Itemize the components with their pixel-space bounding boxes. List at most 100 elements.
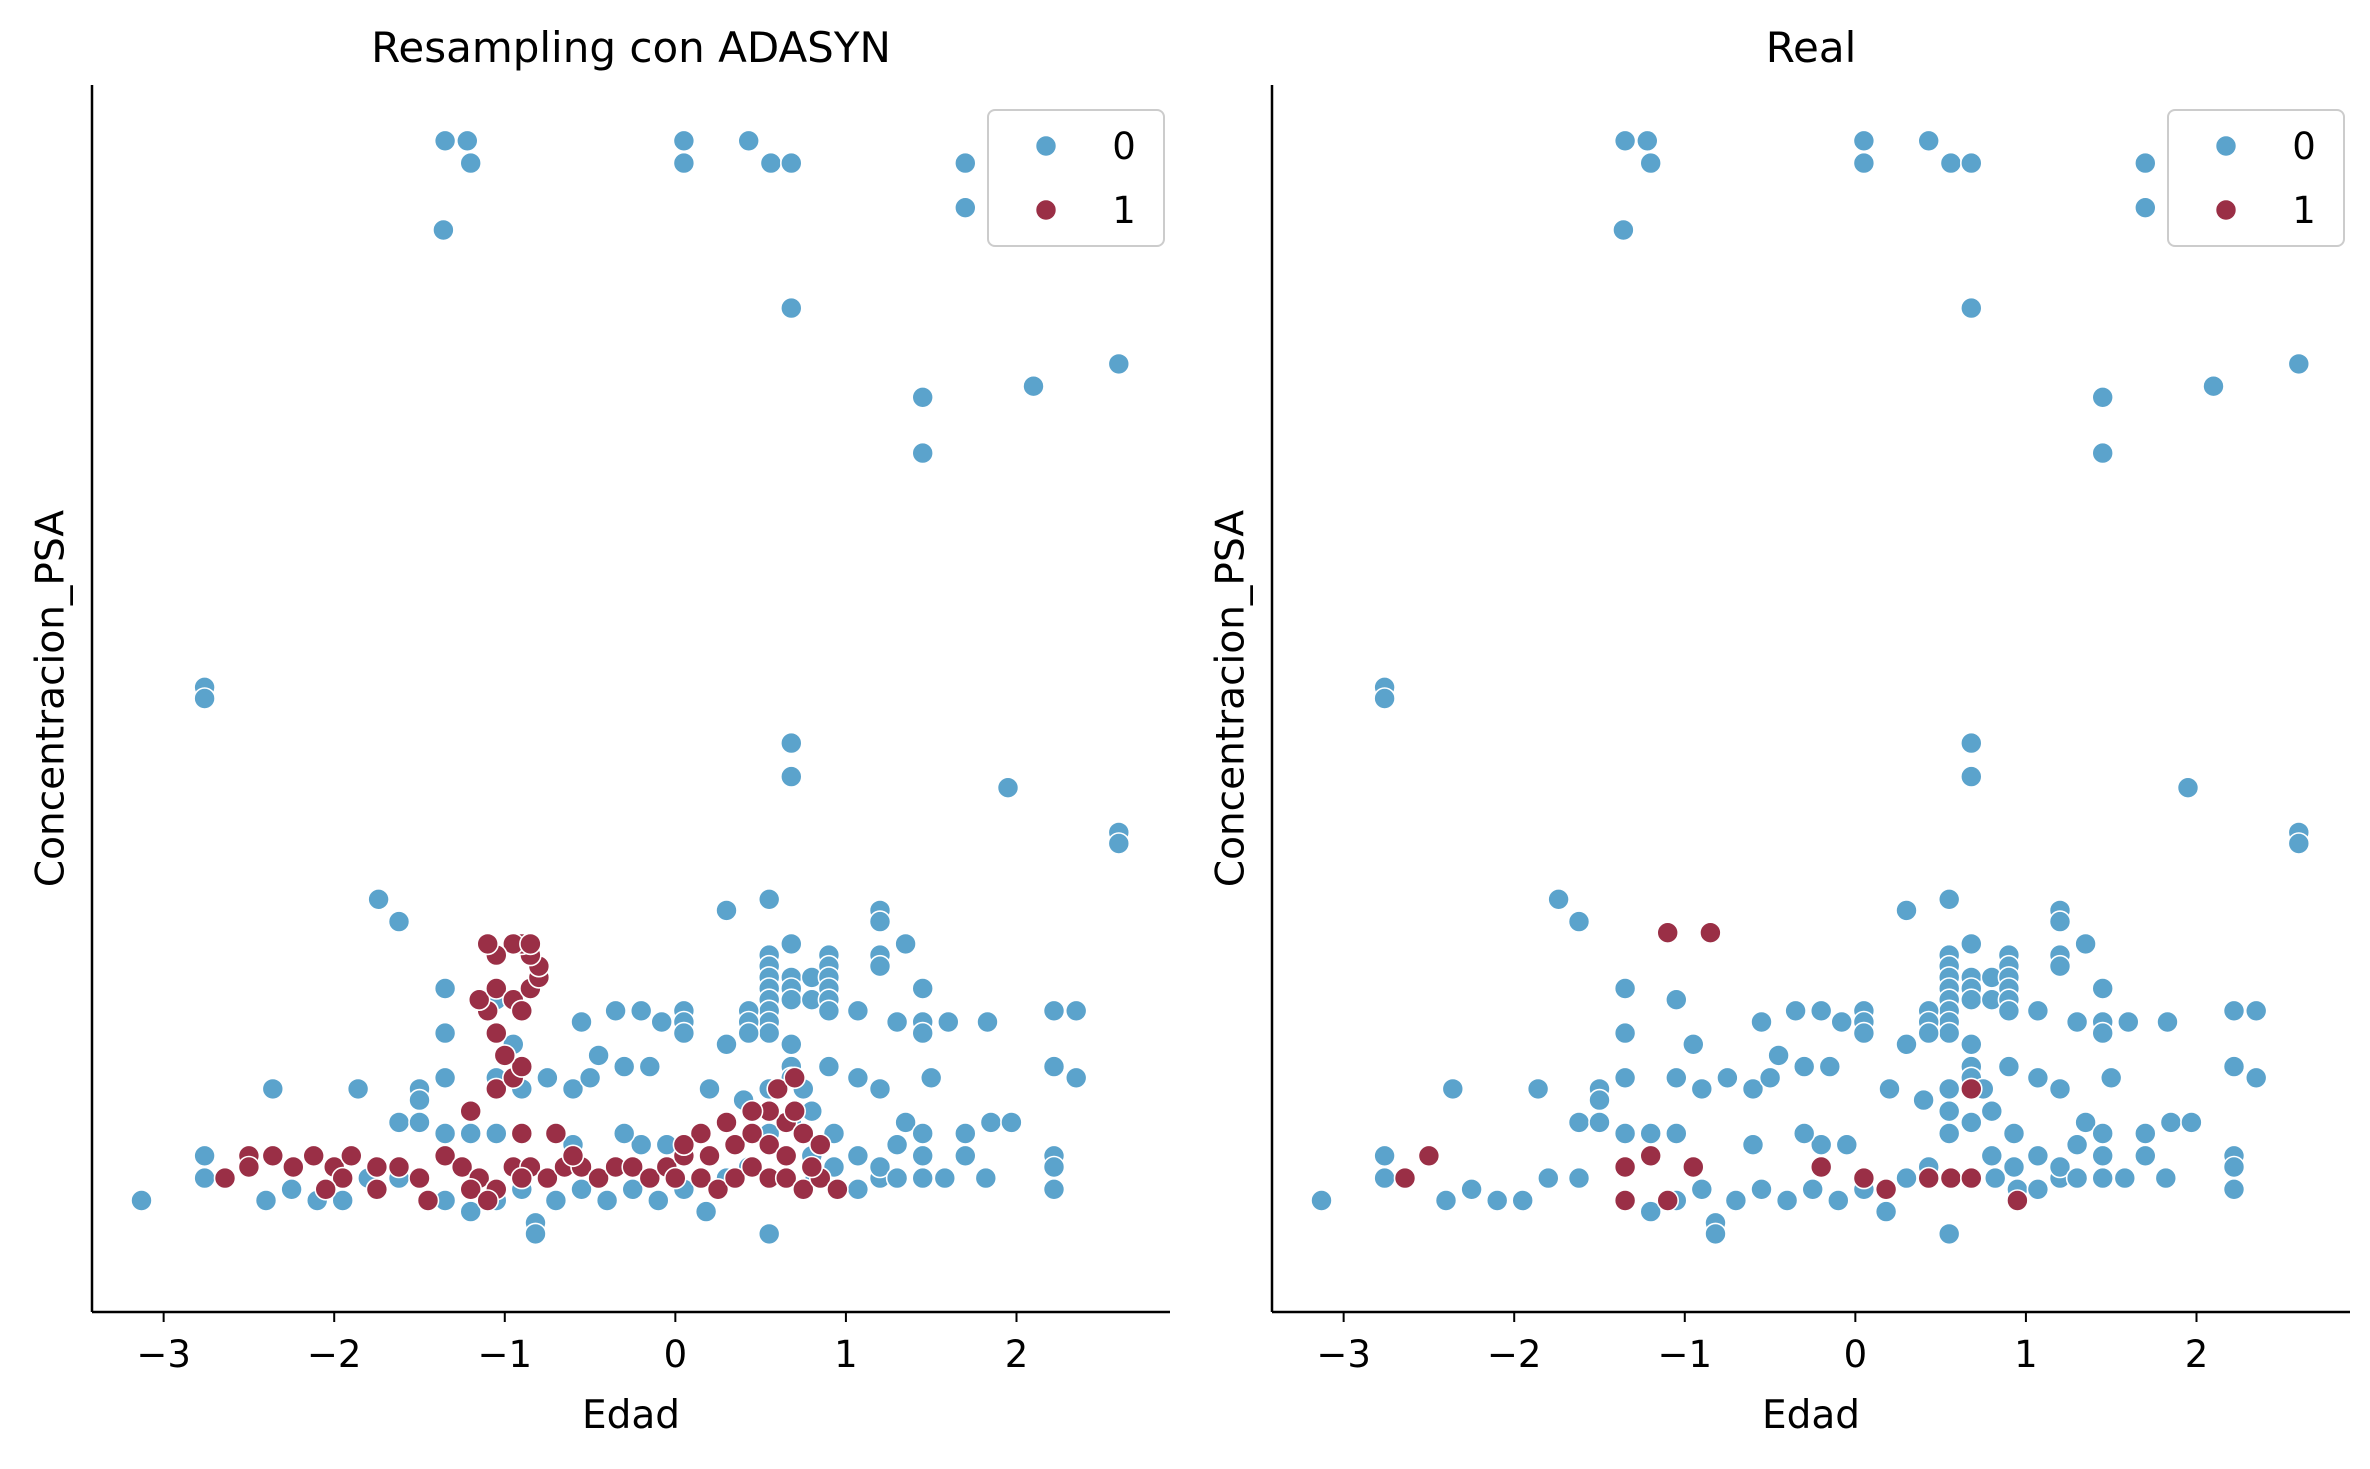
data-point-class-0 [2091,1122,2114,1145]
data-point-class-0 [331,1189,355,1212]
data-point-class-0 [193,687,216,710]
data-point-class-0 [737,129,761,153]
legend-label-1: 1 [2292,189,2316,232]
data-point-class-0 [261,1077,285,1101]
data-point-class-0 [672,151,696,175]
data-point-class-1 [791,1122,815,1145]
data-point-class-0 [1613,1066,1637,1090]
data-point-class-0 [1665,1066,1688,1090]
data-point-class-1 [698,1144,721,1168]
data-point-class-0 [1801,1178,1824,1201]
data-point-class-0 [1107,352,1131,376]
data-point-class-0 [2117,1010,2140,1034]
data-point-class-0 [433,1021,457,1045]
data-point-class-1 [561,1144,585,1168]
data-point-class-0 [1613,1021,1637,1045]
data-point-class-0 [1741,1077,1765,1101]
data-point-class-0 [1758,1066,1782,1090]
data-point-class-1 [1852,1166,1876,1190]
data-point-class-0 [612,1055,636,1078]
scatter-panel-adasyn: Resampling con ADASYN Concentracion_PSA … [29,23,1170,1438]
data-point-class-0 [2159,1111,2183,1134]
data-point-class-0 [672,1021,696,1045]
legend-label-1: 1 [1112,189,1136,232]
data-point-class-0 [779,932,803,956]
data-point-class-0 [1567,910,1591,933]
data-point-class-1 [302,1144,326,1168]
data-point-class-1 [774,1144,798,1168]
data-point-class-0 [193,1166,216,1190]
data-point-class-0 [408,1111,431,1134]
data-point-class-1 [1960,1077,1983,1101]
data-point-class-1 [1393,1166,1417,1190]
data-point-class-0 [779,765,803,788]
data-point-class-0 [894,932,917,956]
data-point-class-0 [1042,999,1066,1023]
data-point-class-1 [331,1166,355,1190]
data-point-class-0 [846,1066,870,1090]
data-point-class-1 [484,977,508,1000]
data-point-class-0 [484,1122,508,1145]
legend-marker-1 [1034,198,1058,222]
data-point-class-0 [536,1066,559,1090]
data-point-class-0 [1792,1122,1816,1145]
x-tick-label: −2 [1487,1333,1542,1376]
data-point-class-0 [846,1144,870,1168]
data-point-class-0 [757,1021,781,1045]
legend-box [987,109,1165,247]
data-point-class-0 [1741,1133,1765,1156]
data-point-class-0 [817,999,841,1023]
data-point-class-0 [408,1088,431,1112]
x-tick-label: 0 [664,1333,688,1376]
data-point-class-0 [1917,129,1940,153]
data-point-class-1 [339,1144,363,1168]
data-point-class-0 [387,910,411,933]
data-point-class-1 [740,1099,764,1123]
data-point-class-1 [740,1122,764,1145]
data-point-class-0 [1000,1111,1023,1134]
chart-title: Real [1766,23,1857,72]
data-point-class-0 [779,1033,803,1056]
data-point-class-1 [706,1178,730,1201]
data-point-class-0 [779,151,803,175]
data-point-class-0 [2091,1021,2114,1045]
data-point-class-1 [493,1044,517,1067]
data-point-class-0 [604,999,627,1023]
data-point-class-0 [2048,1155,2072,1179]
data-point-class-1 [281,1155,305,1179]
legend-marker-0 [1034,134,1058,158]
data-point-class-1 [314,1178,338,1201]
chart-title: Resampling con ADASYN [371,23,891,72]
data-point-class-0 [1485,1189,1509,1212]
data-point-class-1 [1417,1144,1441,1168]
data-point-class-1 [484,1021,508,1045]
data-point-class-0 [953,151,977,175]
data-point-class-1 [715,1111,738,1134]
data-point-class-0 [846,1178,870,1201]
data-point-class-0 [779,988,803,1012]
data-point-class-0 [2134,1144,2157,1168]
data-point-class-0 [2222,1055,2246,1078]
data-point-class-0 [974,1166,998,1190]
data-point-class-0 [2048,1077,2072,1101]
data-point-class-0 [1613,1122,1637,1145]
data-point-class-0 [953,1122,977,1145]
data-point-class-0 [2202,374,2225,398]
data-point-class-0 [2176,776,2200,800]
data-point-class-0 [1980,1144,2004,1168]
data-point-class-1 [1874,1178,1898,1201]
data-point-class-1 [1613,1155,1637,1179]
data-point-class-0 [846,999,870,1023]
data-point-class-0 [1983,1166,2007,1190]
data-point-class-0 [2134,1122,2157,1145]
data-point-class-1 [1939,1166,1963,1190]
data-point-class-0 [2222,999,2246,1023]
data-point-class-0 [885,1166,909,1190]
data-point-class-0 [2134,151,2157,175]
data-point-class-1 [1613,1189,1637,1212]
data-point-class-1 [261,1144,285,1168]
data-point-class-0 [1937,1099,1961,1123]
data-point-class-0 [346,1077,370,1101]
data-point-class-0 [715,1033,738,1056]
data-point-class-0 [193,1144,216,1168]
